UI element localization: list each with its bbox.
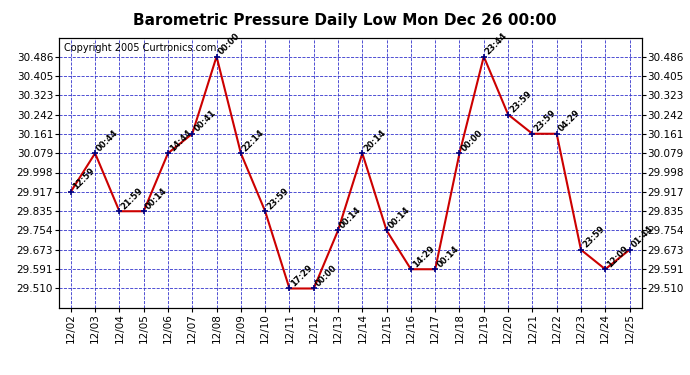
Text: 23:59: 23:59	[581, 225, 606, 250]
Text: 00:41: 00:41	[193, 109, 217, 134]
Text: 00:00: 00:00	[460, 128, 484, 153]
Text: 21:59: 21:59	[119, 186, 145, 211]
Text: 22:14: 22:14	[241, 128, 266, 153]
Text: 23:59: 23:59	[265, 186, 290, 211]
Text: 00:14: 00:14	[144, 186, 169, 211]
Text: 00:00: 00:00	[314, 264, 339, 288]
Text: 00:14: 00:14	[435, 244, 460, 269]
Text: 23:44: 23:44	[484, 31, 509, 57]
Text: 04:29: 04:29	[557, 109, 582, 134]
Text: 01:44: 01:44	[629, 225, 655, 250]
Text: 00:00: 00:00	[217, 32, 241, 57]
Text: Barometric Pressure Daily Low Mon Dec 26 00:00: Barometric Pressure Daily Low Mon Dec 26…	[133, 13, 557, 28]
Text: 00:14: 00:14	[386, 205, 412, 231]
Text: 12:09: 12:09	[605, 244, 631, 269]
Text: Copyright 2005 Curtronics.com: Copyright 2005 Curtronics.com	[64, 43, 217, 53]
Text: 14:44: 14:44	[168, 128, 193, 153]
Text: 23:59: 23:59	[533, 109, 558, 134]
Text: 00:44: 00:44	[95, 128, 120, 153]
Text: 17:29: 17:29	[289, 263, 315, 288]
Text: 00:14: 00:14	[338, 205, 363, 231]
Text: 14:29: 14:29	[411, 244, 436, 269]
Text: 23:59: 23:59	[508, 89, 533, 114]
Text: 12:59: 12:59	[71, 166, 96, 192]
Text: 20:14: 20:14	[362, 128, 388, 153]
